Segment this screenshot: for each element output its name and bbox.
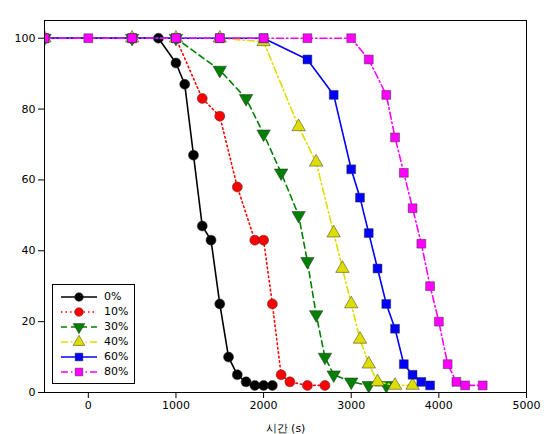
svg-text:20: 20 bbox=[22, 315, 36, 328]
html-text:30%: 30% bbox=[104, 319, 129, 333]
html-text:60%: 60% bbox=[104, 349, 129, 363]
html-text:10%: 10% bbox=[104, 304, 129, 318]
svg-text:5000: 5000 bbox=[513, 399, 541, 412]
svg-text:100: 100 bbox=[15, 32, 36, 45]
svg-text:1000: 1000 bbox=[162, 399, 190, 412]
svg-text:4000: 4000 bbox=[425, 399, 453, 412]
html-text:80%: 80% bbox=[104, 364, 129, 378]
svg-text:0: 0 bbox=[29, 386, 36, 399]
svg-text:3000: 3000 bbox=[337, 399, 365, 412]
html-text:40%: 40% bbox=[104, 334, 129, 348]
svg-text:시간 (s): 시간 (s) bbox=[266, 422, 306, 434]
svg-text:2000: 2000 bbox=[250, 399, 278, 412]
html-text:0%: 0% bbox=[104, 289, 122, 303]
svg-text:80: 80 bbox=[22, 103, 36, 116]
svg-text:40: 40 bbox=[22, 244, 36, 257]
svg-text:0: 0 bbox=[85, 399, 92, 412]
svg-text:60: 60 bbox=[22, 173, 36, 186]
